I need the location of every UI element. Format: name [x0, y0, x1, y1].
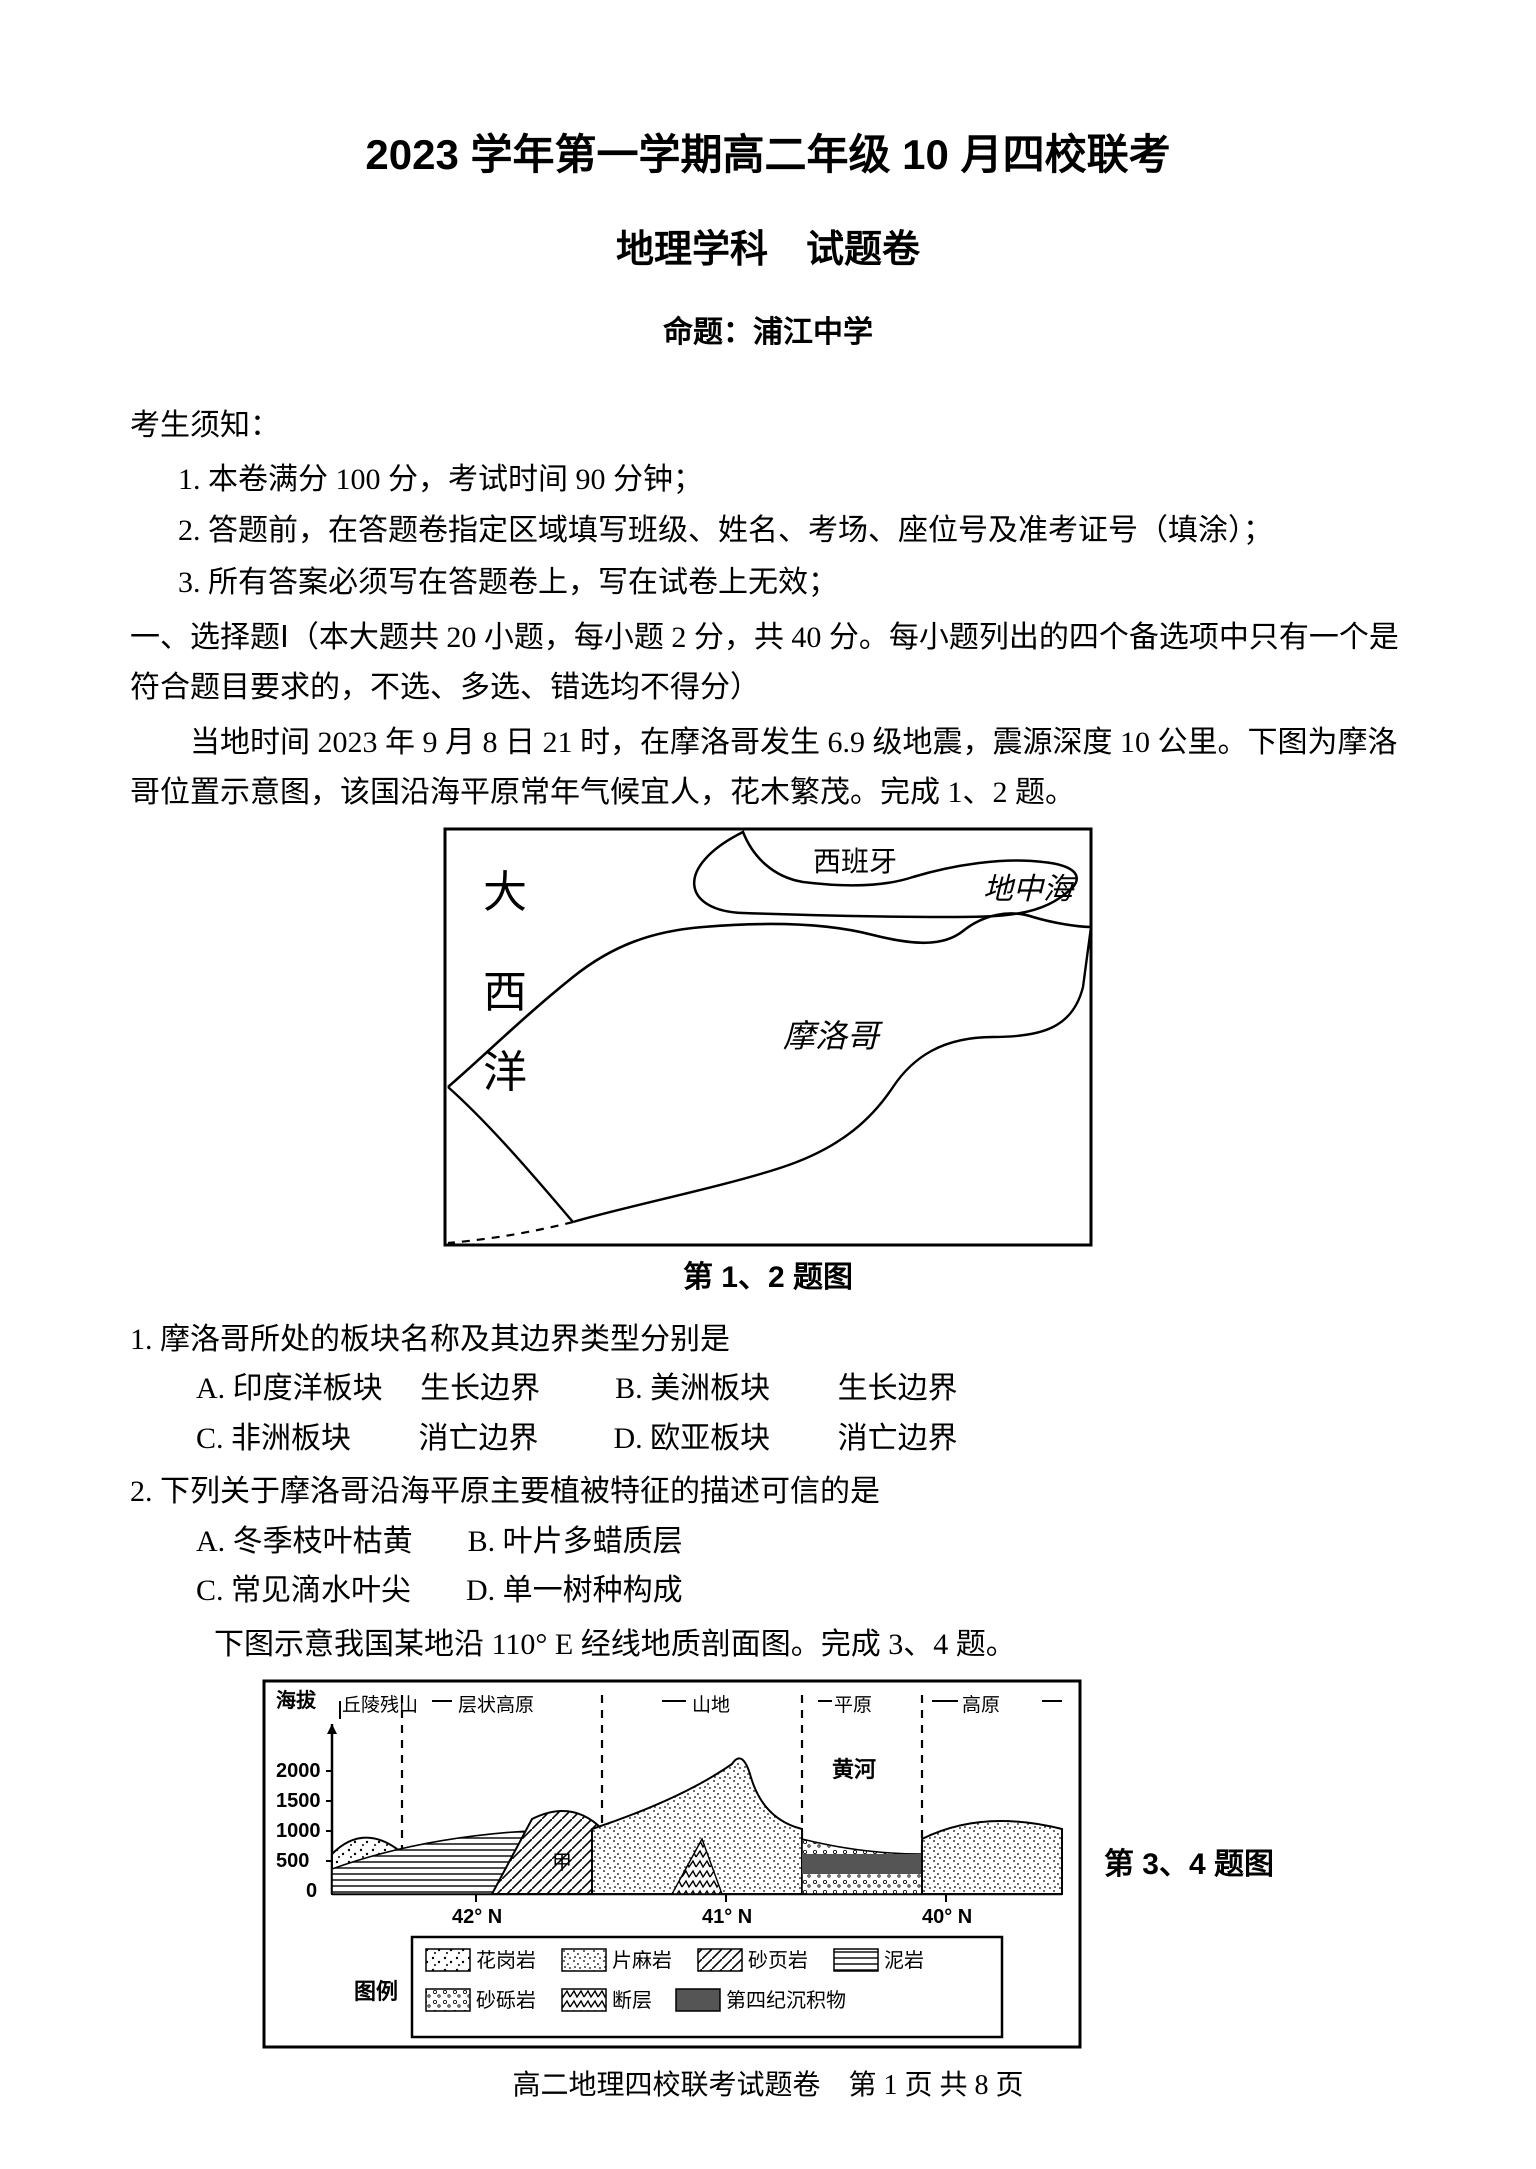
fig2-y-1000: 1000: [276, 1820, 321, 1842]
fig2-ylabel: 海拔: [276, 1688, 317, 1712]
q2-optB: B. 叶片多蜡质层: [468, 1525, 683, 1558]
note-1: 1. 本卷满分 100 分，考试时间 90 分钟；: [130, 455, 1406, 505]
label-morocco: 摩洛哥: [783, 1018, 883, 1054]
author-line: 命题：浦江中学: [130, 308, 1406, 358]
fig2-x-42: 42° N: [452, 1906, 502, 1928]
q2-options-row2: C. 常见滴水叶尖 D. 单一树种构成: [130, 1566, 1406, 1616]
figure-cross-section: 海拔 2000 1500 1000 500 0 丘陵残山 层状高原 山地 平原 …: [262, 1679, 1082, 2049]
q1-optA: A. 印度洋板块 生长边界: [196, 1372, 540, 1405]
part1-intro: 一、选择题Ⅰ（本大题共 20 小题，每小题 2 分，共 40 分。每小题列出的四…: [130, 613, 1406, 712]
context-q3q4: 下图示意我国某地沿 110° E 经线地质剖面图。完成 3、4 题。: [130, 1620, 1406, 1670]
fig2-x-40: 40° N: [922, 1906, 972, 1928]
label-atlantic-3: 洋: [483, 1048, 527, 1097]
q2-options-row1: A. 冬季枝叶枯黄 B. 叶片多蜡质层: [130, 1517, 1406, 1567]
q1-optB: B. 美洲板块 生长边界: [615, 1372, 958, 1405]
fig2-region5: 高原: [962, 1694, 1000, 1716]
q1-options-row1: A. 印度洋板块 生长边界 B. 美洲板块 生长边界: [130, 1364, 1406, 1414]
label-spain: 西班牙: [813, 846, 897, 878]
fig2-legend-title: 图例: [354, 1979, 398, 2004]
figure2-caption: 第 3、4 题图: [1104, 1840, 1274, 1890]
context-q1q2: 当地时间 2023 年 9 月 8 日 21 时，在摩洛哥发生 6.9 级地震，…: [130, 718, 1406, 817]
figure2-row: 海拔 2000 1500 1000 500 0 丘陵残山 层状高原 山地 平原 …: [130, 1679, 1406, 2049]
fig2-x-41: 41° N: [702, 1906, 752, 1928]
q2-stem: 2. 下列关于摩洛哥沿海平原主要植被特征的描述可信的是: [130, 1467, 1406, 1517]
note-2: 2. 答题前，在答题卷指定区域填写班级、姓名、考场、座位号及准考证号（填涂）；: [130, 506, 1406, 556]
fig2-leg-4: 砂砾岩: [476, 1989, 536, 2012]
page-footer: 高二地理四校联考试题卷 第 1 页 共 8 页: [0, 2063, 1536, 2109]
figure1-caption: 第 1、2 题图: [130, 1253, 1406, 1303]
fig2-marker: 甲: [552, 1852, 572, 1874]
fig2-leg-6: 第四纪沉积物: [726, 1989, 846, 2012]
q1-optC: C. 非洲板块 消亡边界: [196, 1422, 539, 1455]
label-atlantic-1: 大: [483, 868, 527, 917]
figure-morocco-map: 大 西 洋 西班牙 地中海 摩洛哥: [443, 827, 1093, 1247]
fig2-y-500: 500: [276, 1850, 309, 1872]
note-3: 3. 所有答案必须写在答题卷上，写在试卷上无效；: [130, 558, 1406, 608]
q2-optD: D. 单一树种构成: [466, 1574, 683, 1607]
label-med: 地中海: [983, 873, 1077, 906]
q2-optC: C. 常见滴水叶尖: [196, 1574, 411, 1607]
fig2-leg-3: 泥岩: [884, 1949, 924, 1972]
fig2-leg-2: 砂页岩: [748, 1949, 808, 1972]
exam-page: 2023 学年第一学期高二年级 10 月四校联考 地理学科 试题卷 命题：浦江中…: [0, 0, 1536, 2169]
fig2-y-0: 0: [306, 1880, 317, 1902]
q1-stem: 1. 摩洛哥所处的板块名称及其边界类型分别是: [130, 1315, 1406, 1365]
fig2-river: 黄河: [832, 1757, 876, 1782]
fig2-region1: 丘陵残山: [342, 1694, 418, 1716]
fig2-leg-0: 花岗岩: [476, 1949, 536, 1972]
fig2-region2: 层状高原: [458, 1694, 534, 1716]
q2-optA: A. 冬季枝叶枯黄: [196, 1525, 413, 1558]
title-main: 2023 学年第一学期高二年级 10 月四校联考: [130, 120, 1406, 189]
fig2-leg-5: 断层: [612, 1989, 652, 2012]
fig2-region4: 平原: [834, 1695, 872, 1716]
fig2-leg-1: 片麻岩: [612, 1949, 672, 1972]
title-sub: 地理学科 试题卷: [130, 219, 1406, 282]
label-atlantic-2: 西: [483, 968, 527, 1017]
notice-head: 考生须知：: [130, 401, 1406, 451]
fig2-y-2000: 2000: [276, 1760, 321, 1782]
fig2-y-1500: 1500: [276, 1790, 321, 1812]
q1-optD: D. 欧亚板块 消亡边界: [614, 1422, 958, 1455]
fig2-region3: 山地: [692, 1694, 730, 1716]
q1-options-row2: C. 非洲板块 消亡边界 D. 欧亚板块 消亡边界: [130, 1414, 1406, 1464]
